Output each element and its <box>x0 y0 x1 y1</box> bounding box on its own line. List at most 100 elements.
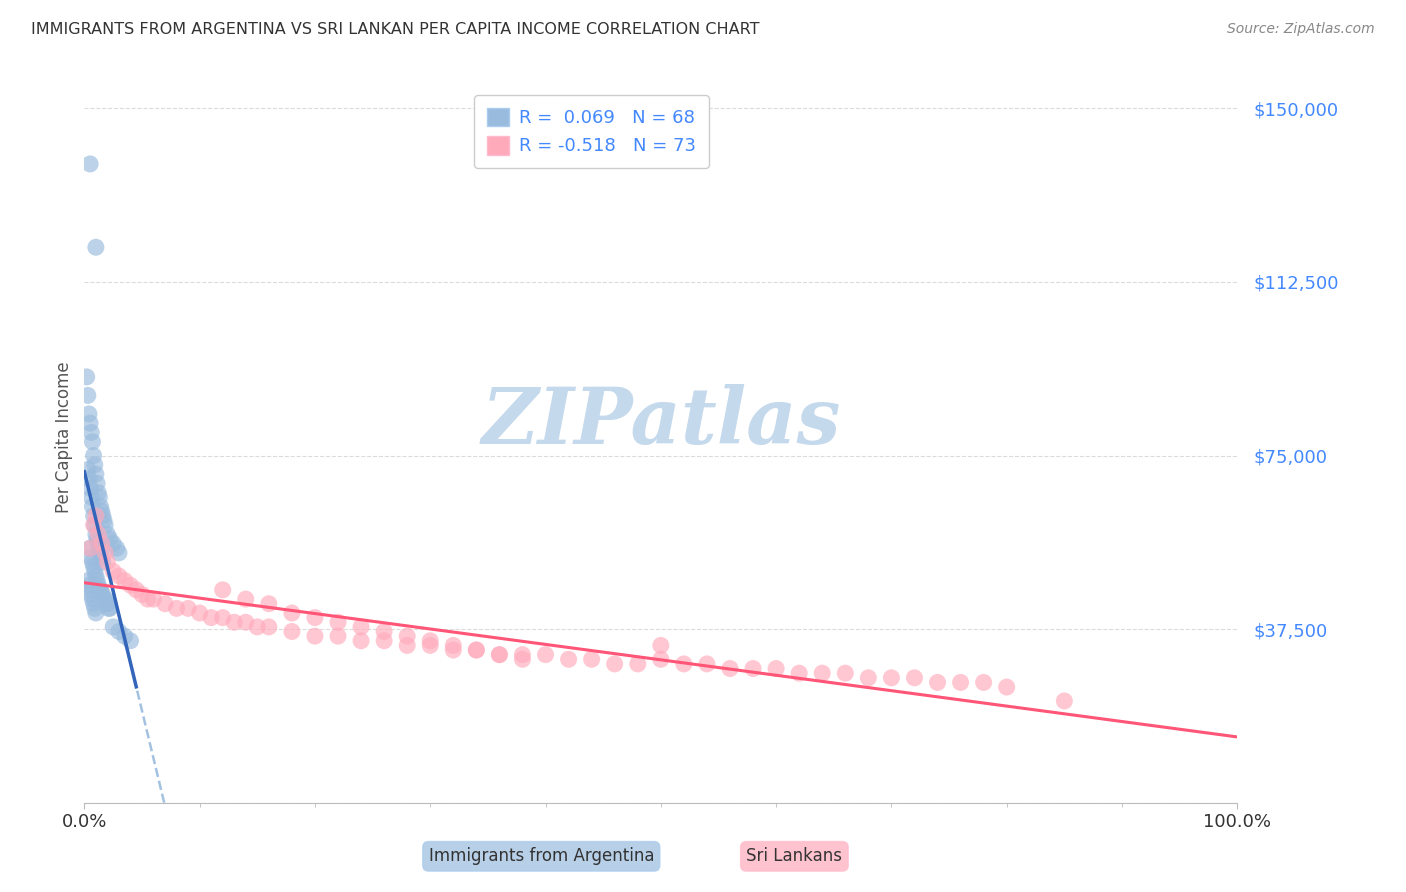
Point <box>89 490 111 504</box>
Point <box>188 606 211 620</box>
Point <box>77 578 100 592</box>
Point <box>94 546 117 560</box>
Point <box>350 633 373 648</box>
Point <box>326 629 349 643</box>
Point <box>153 597 176 611</box>
Point <box>131 587 153 601</box>
Point <box>742 661 765 675</box>
Point <box>96 597 118 611</box>
Point <box>89 582 111 597</box>
Point <box>1053 694 1076 708</box>
Point <box>94 592 117 607</box>
Point <box>82 434 104 449</box>
Point <box>84 240 107 254</box>
Y-axis label: Per Capita Income: Per Capita Income <box>55 361 73 513</box>
Point <box>103 620 124 634</box>
Point <box>79 541 101 556</box>
Point <box>125 582 148 597</box>
Point <box>89 500 111 514</box>
Point <box>419 633 441 648</box>
Point <box>903 671 925 685</box>
Point <box>512 648 534 662</box>
Point <box>177 601 200 615</box>
Point <box>304 610 326 624</box>
Point <box>90 587 112 601</box>
Point <box>765 661 787 675</box>
Point <box>512 652 534 666</box>
Point <box>89 546 111 560</box>
Point <box>880 671 903 685</box>
Point <box>89 541 111 556</box>
Point <box>108 546 131 560</box>
Point <box>603 657 626 671</box>
Point <box>86 532 108 546</box>
Point <box>114 574 136 588</box>
Point <box>93 513 115 527</box>
Point <box>441 639 464 653</box>
Point <box>235 615 257 630</box>
Text: Immigrants from Argentina: Immigrants from Argentina <box>429 847 654 865</box>
Point <box>84 527 107 541</box>
Point <box>281 624 304 639</box>
Point <box>650 652 672 666</box>
Point <box>108 569 131 583</box>
Point <box>83 508 105 523</box>
Point <box>811 666 834 681</box>
Point <box>787 666 810 681</box>
Point <box>120 633 142 648</box>
Point <box>83 597 105 611</box>
Point <box>86 574 108 588</box>
Point <box>718 661 741 675</box>
Text: Sri Lankans: Sri Lankans <box>747 847 842 865</box>
Point <box>373 624 395 639</box>
Point <box>396 629 419 643</box>
Point <box>246 620 269 634</box>
Point <box>86 476 108 491</box>
Point <box>77 472 100 486</box>
Point <box>87 527 110 541</box>
Point <box>105 541 128 556</box>
Point <box>76 574 98 588</box>
Point <box>80 425 103 440</box>
Point <box>91 587 114 601</box>
Point <box>82 592 104 607</box>
Text: IMMIGRANTS FROM ARGENTINA VS SRI LANKAN PER CAPITA INCOME CORRELATION CHART: IMMIGRANTS FROM ARGENTINA VS SRI LANKAN … <box>31 22 759 37</box>
Point <box>326 615 349 630</box>
Point <box>77 407 100 421</box>
Point <box>82 500 104 514</box>
Point <box>200 610 222 624</box>
Point <box>79 157 101 171</box>
Text: Source: ZipAtlas.com: Source: ZipAtlas.com <box>1227 22 1375 37</box>
Point <box>103 536 124 550</box>
Point <box>96 555 118 569</box>
Text: ZIPatlas: ZIPatlas <box>481 384 841 460</box>
Point <box>96 527 118 541</box>
Point <box>79 416 101 430</box>
Point <box>84 569 107 583</box>
Point <box>82 555 104 569</box>
Point <box>84 508 107 523</box>
Point <box>91 508 114 523</box>
Point <box>83 458 105 472</box>
Point <box>136 592 159 607</box>
Point <box>83 518 105 533</box>
Point <box>84 606 107 620</box>
Point <box>79 582 101 597</box>
Point <box>83 518 105 533</box>
Point <box>224 615 246 630</box>
Point <box>581 652 603 666</box>
Point <box>90 504 112 518</box>
Point <box>488 648 510 662</box>
Point <box>91 555 114 569</box>
Point <box>927 675 949 690</box>
Point <box>304 629 326 643</box>
Point <box>650 639 672 653</box>
Point <box>211 582 233 597</box>
Point <box>98 601 121 615</box>
Point <box>419 639 441 653</box>
Point <box>142 592 165 607</box>
Point <box>235 592 257 607</box>
Point <box>949 675 972 690</box>
Point <box>396 639 419 653</box>
Point <box>257 597 280 611</box>
